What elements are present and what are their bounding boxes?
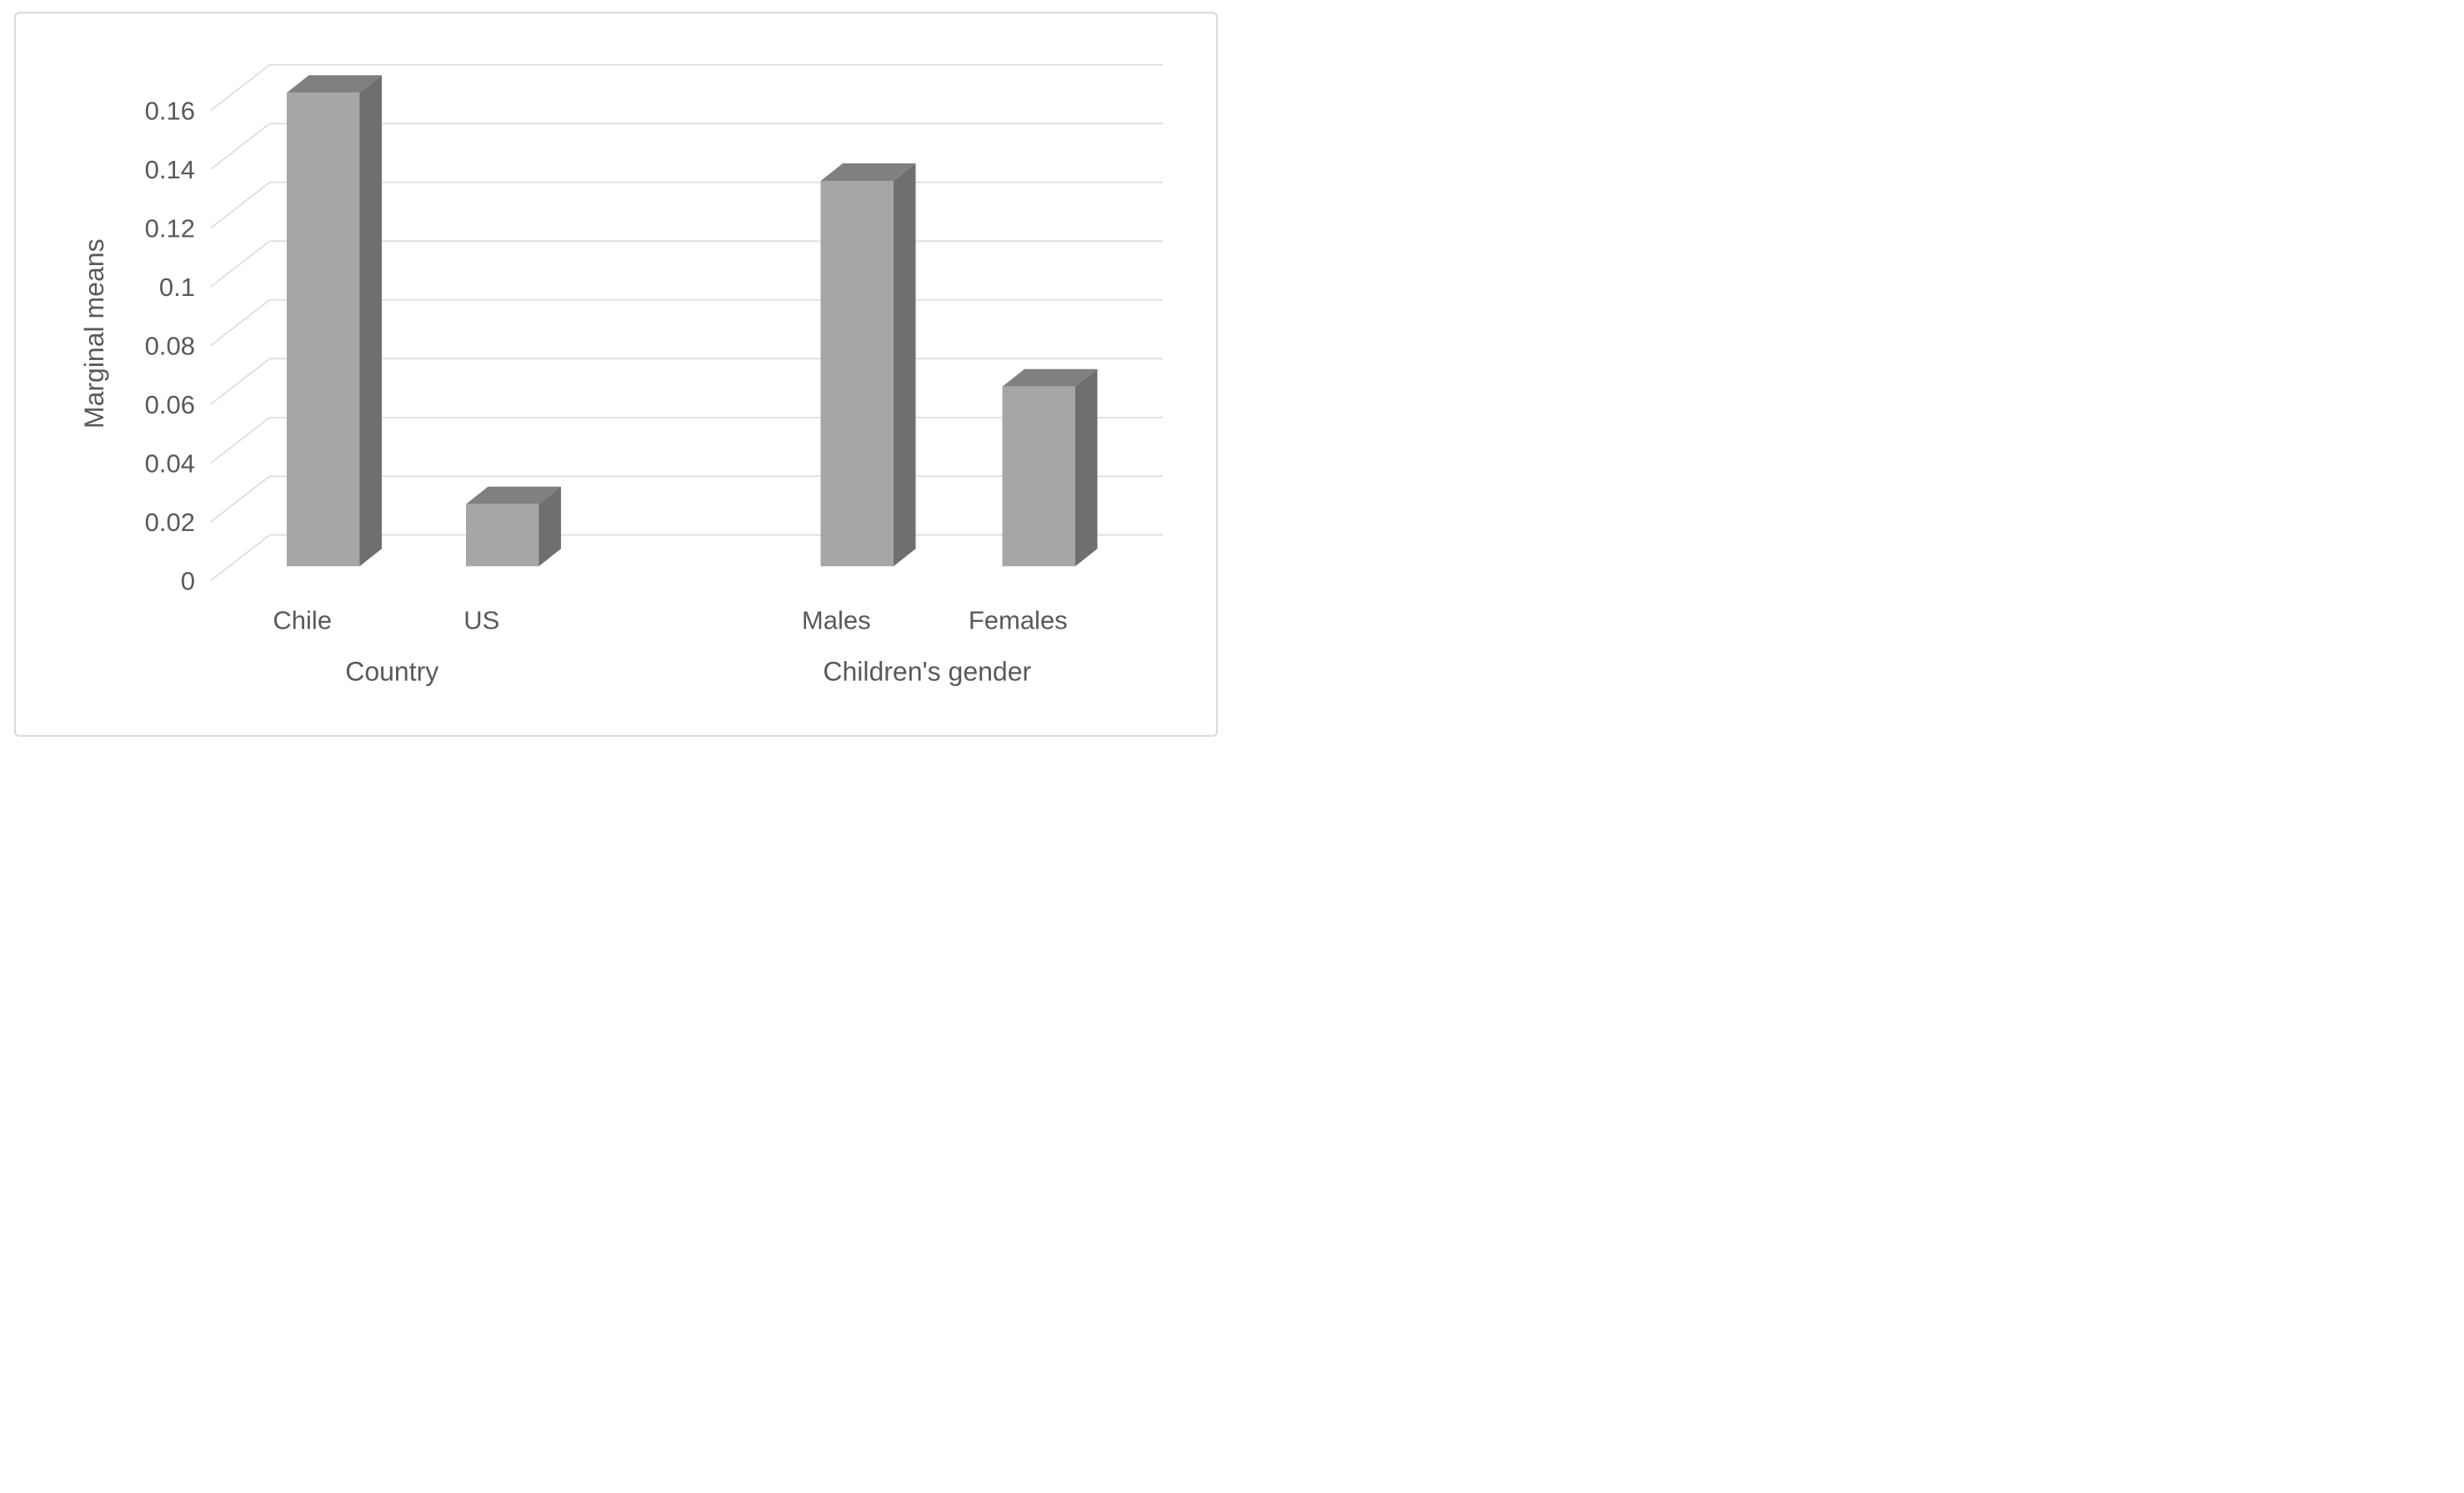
y-tick-label: 0.04 [145,448,195,478]
x-category-label: Females [969,605,1068,634]
bar-front-face [820,181,894,567]
x-category-label: Males [802,605,871,634]
tick-connector [210,299,270,347]
tick-connector [210,64,270,112]
tick-connector [210,417,270,464]
category-labels: Chile US Males Females [273,605,1067,634]
bar-top-face [466,486,561,504]
bar-females [1002,368,1098,567]
x-group-label-childrens-gender: Children's gender [823,656,1031,686]
bar-front-face [1002,386,1075,567]
bars [287,75,1098,567]
bar-chart-3d: 0 0.02 0.04 0.06 0.08 0.1 0.12 0.14 0.16 Chile US… [14,12,1218,737]
bar-front-face [466,504,539,567]
y-tick-label: 0 [181,566,195,595]
y-tick-label: 0.14 [145,155,195,184]
tick-connector [210,182,270,229]
x-category-label: US [463,605,499,634]
tick-connector [210,534,270,582]
tick-connector [210,123,270,170]
x-category-label: Chile [273,605,332,634]
bar-males [820,163,916,567]
tick-connector [210,475,270,523]
y-tick-label: 0.06 [145,390,195,419]
y-tick-label: 0.08 [145,331,195,360]
y-tick-label: 0.16 [145,96,195,125]
chart-frame: 0 0.02 0.04 0.06 0.08 0.1 0.12 0.14 0.16 Chile US… [0,0,1232,747]
bar-top-face [287,75,382,93]
bar-side-face [538,486,561,567]
y-tick-label: 0.12 [145,213,195,243]
tick-connectors [210,64,270,582]
y-tick-labels: 0 0.02 0.04 0.06 0.08 0.1 0.12 0.14 0.16 [145,96,195,595]
y-tick-label: 0.1 [159,273,195,302]
bar-chile [287,75,382,567]
bar-top-face [1002,368,1098,387]
bar-side-face [894,163,916,567]
y-axis-title: Marginal means [79,238,109,428]
bar-us [466,486,561,567]
bar-top-face [820,163,916,181]
gridlines [269,64,1163,536]
x-group-label-country: Country [345,656,438,686]
bar-side-face [1075,368,1098,567]
y-tick-label: 0.02 [145,508,195,537]
tick-connector [210,240,270,288]
tick-connector [210,358,270,405]
bar-front-face [287,93,360,567]
bar-side-face [359,75,382,567]
